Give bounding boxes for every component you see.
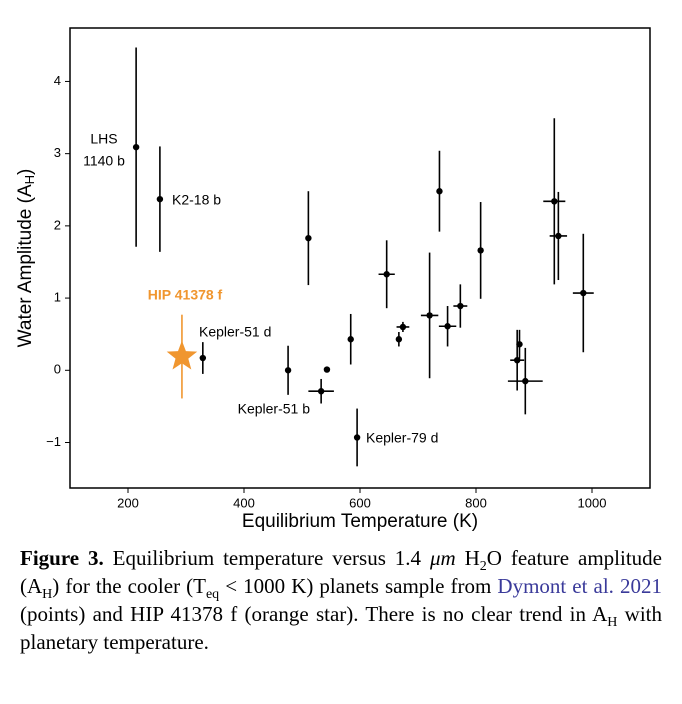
caption-text: O feature amplitude (A [20, 546, 662, 598]
y-tick-label: 4 [54, 73, 61, 88]
y-tick-label: 0 [54, 362, 61, 377]
annotation: Kepler-51 d [199, 324, 271, 340]
annotation: Kepler-79 d [366, 430, 438, 446]
point-marker [317, 388, 325, 395]
star-marker [166, 340, 198, 370]
y-tick-label: 3 [54, 145, 61, 160]
caption-text: 2 [479, 559, 487, 575]
point-marker [323, 366, 331, 373]
point-marker [383, 271, 390, 278]
caption-text: with planetary temperature. [20, 602, 662, 654]
point-marker [305, 234, 312, 242]
y-tick-label: −1 [46, 434, 61, 449]
caption-text: H [455, 546, 480, 570]
point-marker [132, 143, 140, 151]
point-marker [284, 367, 292, 374]
annotation: K2-18 b [172, 192, 221, 208]
point-marker [477, 247, 484, 254]
point-marker [580, 289, 587, 297]
plot-frame [69, 27, 651, 489]
point-marker [513, 356, 521, 364]
caption-text: Figure 3. [20, 546, 104, 570]
point-marker [444, 323, 451, 330]
caption-text: eq [205, 587, 220, 603]
point-marker [199, 354, 207, 362]
caption-text: (points) and HIP 41378 f (orange star). … [20, 602, 608, 626]
point-marker [555, 232, 562, 240]
point-marker [551, 198, 558, 205]
point-marker [395, 336, 403, 343]
point-marker [426, 312, 433, 319]
figure-caption: Figure 3. Equilibrium temperature versus… [20, 544, 662, 656]
caption-text: Equilibrium temperature versus 1.4 [103, 546, 430, 570]
y-axis-label-sub: H [22, 175, 37, 184]
annotation: HIP 41378 f [148, 287, 223, 303]
caption-text: ) for the cooler (T [52, 574, 206, 598]
x-tick-label: 600 [349, 495, 371, 510]
point-marker [156, 195, 164, 203]
x-tick-label: 200 [117, 495, 139, 510]
point-marker [436, 188, 443, 195]
x-tick-label: 1000 [578, 495, 607, 510]
chart: Equilibrium Temperature (K) Water Amplit… [15, 27, 651, 532]
annotation: LHS [90, 131, 117, 147]
x-tick-label: 400 [233, 495, 255, 510]
citation-link[interactable]: Dymont et al. 2021 [497, 574, 662, 598]
point-marker [353, 434, 361, 441]
y-axis-label-text: Water Amplitude (A [15, 184, 36, 347]
caption-text: H [42, 587, 53, 603]
y-axis-label-tail: ) [15, 169, 36, 175]
annotation: Kepler-51 b [238, 401, 311, 417]
point-marker [399, 323, 407, 331]
x-tick-label: 800 [465, 495, 487, 510]
caption-text: μm [429, 546, 456, 570]
point-marker [347, 336, 354, 343]
caption-text: H [607, 615, 618, 631]
caption-text: < 1000 K) planets sample from [219, 574, 498, 598]
x-axis-label: Equilibrium Temperature (K) [242, 511, 478, 532]
y-tick-label: 2 [54, 217, 61, 232]
y-axis-label: Water Amplitude (AH) [15, 169, 37, 348]
y-tick-label: 1 [54, 290, 61, 305]
point-marker [457, 302, 464, 310]
annotation: 1140 b [83, 153, 125, 169]
point-marker [522, 377, 529, 385]
